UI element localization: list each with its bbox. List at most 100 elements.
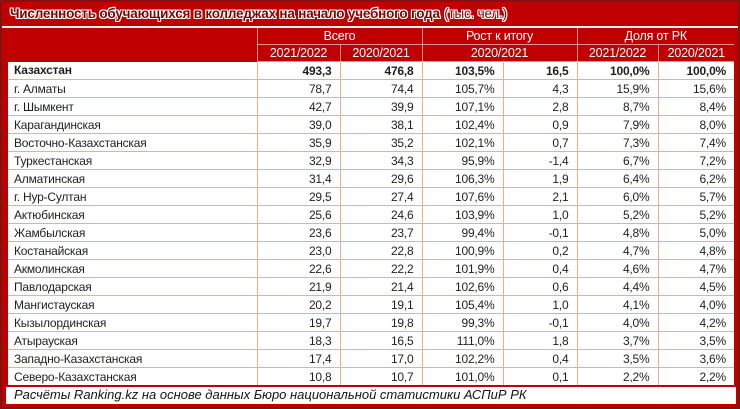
cell-value: 39,9: [339, 97, 423, 116]
table-header: Всего Рост к итогу Доля от РК 2021/2022 …: [8, 28, 735, 62]
table-row: Жамбылская 23,6 23,7 99,4% -0,1 4,8% 5,0%: [8, 223, 735, 242]
header-share-2021-2022: 2021/2022: [576, 44, 659, 62]
cell-value: 17,4: [256, 349, 341, 368]
cell-region-name: Атырауская: [8, 331, 258, 350]
cell-value: 102,2%: [421, 349, 504, 368]
cell-value: 111,0%: [421, 331, 504, 350]
cell-value: 5,2%: [657, 205, 735, 224]
cell-value: 35,2: [339, 133, 423, 152]
cell-value: 2,1: [502, 187, 578, 206]
cell-region-name: Кызылординская: [8, 313, 258, 332]
header-corner-cell: [8, 28, 258, 62]
table-row: Казахстан 493,3 476,8 103,5% 16,5 100,0% 100,0…: [8, 61, 735, 80]
table-row: Мангистауская 20,2 19,1 105,4% 1,0 4,1% 4,0%: [8, 295, 735, 314]
header-group-row: Всего Рост к итогу Доля от РК: [8, 28, 735, 62]
cell-value: 6,0%: [576, 187, 659, 206]
cell-region-name: г. Алматы: [8, 79, 258, 98]
cell-value: 0,1: [502, 367, 578, 385]
cell-region-name: Акмолинская: [8, 259, 258, 278]
cell-value: 5,2%: [576, 205, 659, 224]
cell-region-name: Восточно-Казахстанская: [8, 133, 258, 152]
cell-value: 7,4%: [657, 133, 735, 152]
cell-value: 19,1: [339, 295, 423, 314]
cell-value: 2,2%: [576, 367, 659, 385]
cell-value: 8,4%: [657, 97, 735, 116]
cell-region-name: г. Шымкент: [8, 97, 258, 116]
cell-value: 25,6: [256, 205, 341, 224]
table-row: Алматинская 31,4 29,6 106,3% 1,9 6,4% 6,2%: [8, 169, 735, 188]
table-row: Актюбинская 25,6 24,6 103,9% 1,0 5,2% 5,2%: [8, 205, 735, 224]
cell-value: -0,1: [502, 223, 578, 242]
table-title-text: Численность обучающихся в колледжах на н…: [10, 6, 440, 21]
table-title: Численность обучающихся в колледжах на н…: [2, 2, 738, 26]
cell-value: 7,3%: [576, 133, 659, 152]
statistics-table: Всего Рост к итогу Доля от РК 2021/2022 …: [8, 28, 735, 385]
cell-value: 8,0%: [657, 115, 735, 134]
cell-value: 0,2: [502, 241, 578, 260]
cell-value: 0,7: [502, 133, 578, 152]
table-row: г. Нур-Султан 29,5 27,4 107,6% 2,1 6,0% 5,7%: [8, 187, 735, 206]
cell-value: 1,0: [502, 205, 578, 224]
table-row: Карагандинская 39,0 38,1 102,4% 0,9 7,9% 8,0%: [8, 115, 735, 134]
source-note: Расчёты Ranking.kz на основе данных Бюро…: [6, 387, 736, 404]
cell-value: 105,7%: [421, 79, 504, 98]
cell-region-name: Мангистауская: [8, 295, 258, 314]
cell-value: 16,5: [502, 61, 578, 80]
cell-value: 38,1: [339, 115, 423, 134]
cell-value: 20,2: [256, 295, 341, 314]
table-row: Кызылординская 19,7 19,8 99,3% -0,1 4,0% 4,2%: [8, 313, 735, 332]
cell-region-name: Северо-Казахстанская: [8, 367, 258, 385]
cell-value: 10,8: [256, 367, 341, 385]
cell-value: 27,4: [339, 187, 423, 206]
cell-value: 2,2%: [657, 367, 735, 385]
table-row: Павлодарская 21,9 21,4 102,6% 0,6 4,4% 4,5%: [8, 277, 735, 296]
cell-value: 6,7%: [576, 151, 659, 170]
cell-value: 2,8: [502, 97, 578, 116]
table-row: Восточно-Казахстанская 35,9 35,2 102,1% 0,7 7…: [8, 133, 735, 152]
table-row: Акмолинская 22,6 22,2 101,9% 0,4 4,6% 4,7%: [8, 259, 735, 278]
cell-value: 107,1%: [421, 97, 504, 116]
cell-value: 39,0: [256, 115, 341, 134]
cell-value: 102,6%: [421, 277, 504, 296]
cell-value: 4,7%: [576, 241, 659, 260]
cell-value: 100,0%: [657, 61, 735, 80]
cell-value: 22,8: [339, 241, 423, 260]
cell-value: 32,9: [256, 151, 341, 170]
cell-value: 1,0: [502, 295, 578, 314]
cell-value: 42,7: [256, 97, 341, 116]
cell-value: 105,4%: [421, 295, 504, 314]
header-group-share: Доля от РК: [576, 28, 735, 45]
cell-value: 29,6: [339, 169, 423, 188]
cell-value: 16,5: [339, 331, 423, 350]
table-row: Атырауская 18,3 16,5 111,0% 1,8 3,7% 3,5%: [8, 331, 735, 350]
table-row: Костанайская 23,0 22,8 100,9% 0,2 4,7% 4,8%: [8, 241, 735, 260]
cell-value: 19,8: [339, 313, 423, 332]
cell-value: 21,4: [339, 277, 423, 296]
cell-value: 0,6: [502, 277, 578, 296]
cell-value: 35,9: [256, 133, 341, 152]
cell-value: 15,9%: [576, 79, 659, 98]
cell-value: 22,2: [339, 259, 423, 278]
cell-value: 22,6: [256, 259, 341, 278]
cell-region-name: Павлодарская: [8, 277, 258, 296]
cell-value: 4,4%: [576, 277, 659, 296]
cell-value: 0,4: [502, 349, 578, 368]
cell-value: 4,2%: [657, 313, 735, 332]
cell-value: 100,0%: [576, 61, 659, 80]
cell-value: 102,4%: [421, 115, 504, 134]
cell-value: 74,4: [339, 79, 423, 98]
cell-value: 4,8%: [657, 241, 735, 260]
cell-value: 21,9: [256, 277, 341, 296]
cell-value: 101,9%: [421, 259, 504, 278]
cell-value: 24,6: [339, 205, 423, 224]
table-row: г. Алматы 78,7 74,4 105,7% 4,3 15,9% 15,6%: [8, 79, 735, 98]
cell-value: -0,1: [502, 313, 578, 332]
header-growth-2020-2021: 2020/2021: [421, 44, 578, 62]
header-share-2020-2021: 2020/2021: [657, 44, 735, 62]
cell-value: 10,7: [339, 367, 423, 385]
cell-value: 78,7: [256, 79, 341, 98]
cell-value: 31,4: [256, 169, 341, 188]
cell-region-name: Казахстан: [8, 61, 258, 80]
cell-value: -1,4: [502, 151, 578, 170]
